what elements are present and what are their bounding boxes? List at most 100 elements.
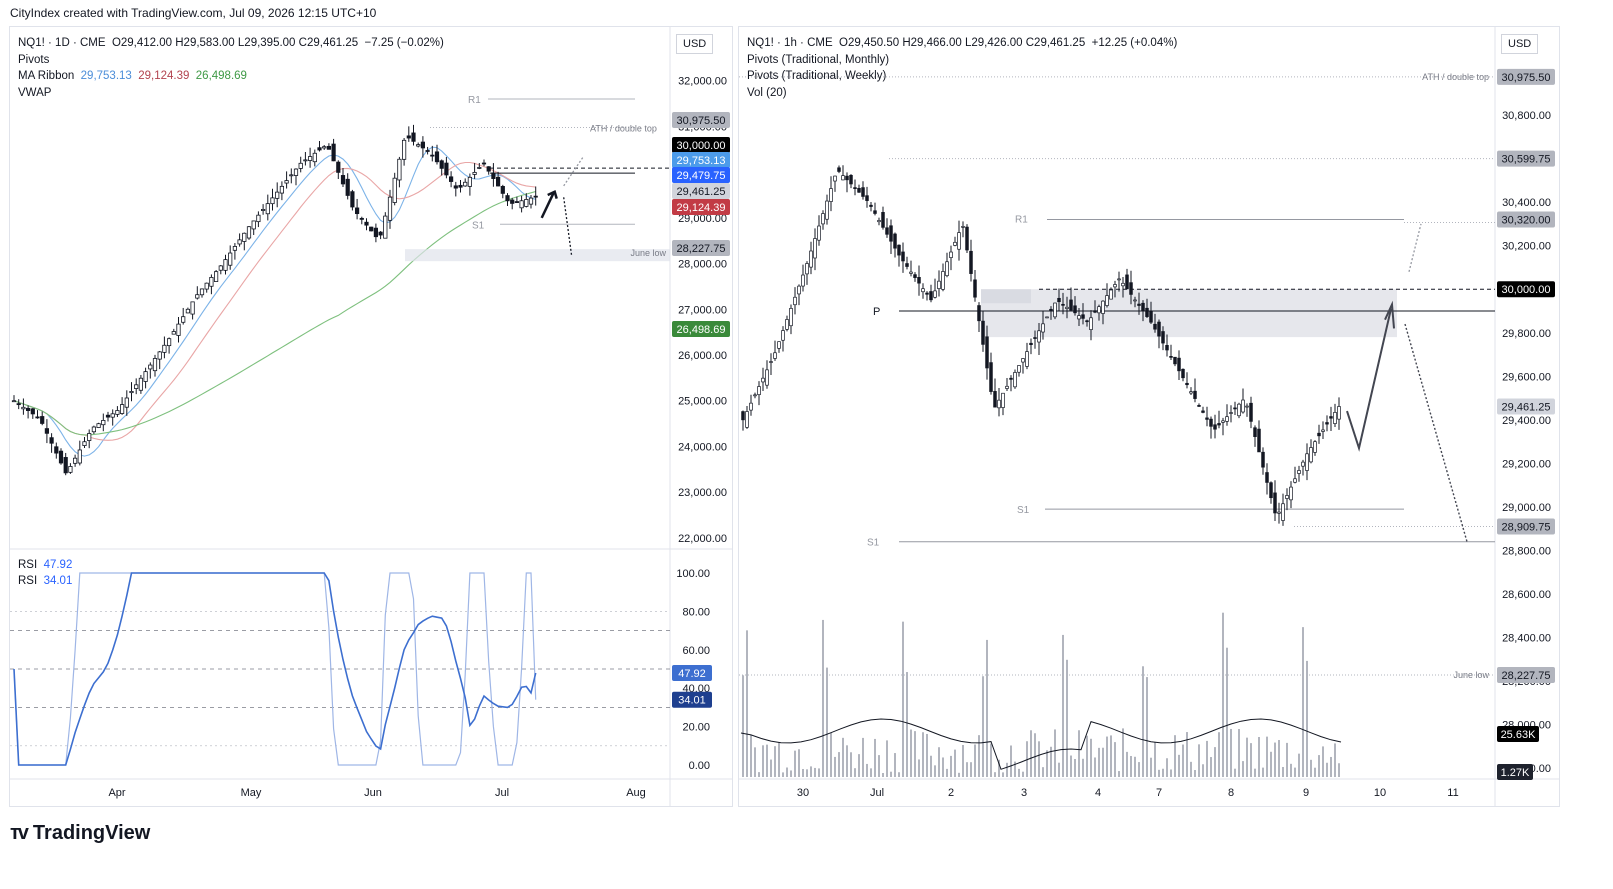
- volume-bar: [1106, 736, 1108, 777]
- ma-ribbon-label[interactable]: MA Ribbon: [18, 70, 75, 82]
- candle-body: [1009, 377, 1013, 380]
- volume-bar: [1234, 768, 1236, 777]
- candle-body: [218, 265, 223, 271]
- volume-bar: [894, 753, 896, 777]
- volume-bar: [1198, 744, 1200, 777]
- candle-body: [120, 404, 125, 414]
- volume-bar: [890, 771, 892, 777]
- pivots-monthly-label[interactable]: Pivots (Traditional, Monthly): [747, 53, 890, 66]
- volume-indicator-label[interactable]: Vol (20): [747, 86, 787, 99]
- daily-chart-svg[interactable]: 32,000.0031,000.0030,000.0029,000.0028,0…: [10, 27, 732, 806]
- time-tick-label: Jun: [364, 787, 382, 799]
- candle-body: [1221, 420, 1225, 423]
- daily-chart-panel[interactable]: 32,000.0031,000.0030,000.0029,000.0028,0…: [9, 26, 733, 807]
- candle-body: [350, 191, 355, 208]
- candle-body: [73, 457, 78, 464]
- price-tag: 29,479.75: [677, 170, 726, 182]
- price-tag: 30,320.00: [1502, 215, 1551, 227]
- hourly-chart-svg[interactable]: 30,800.0030,600.0030,400.0030,200.0030,0…: [739, 27, 1559, 806]
- volume-bar: [1322, 746, 1324, 777]
- volume-bar: [854, 768, 856, 777]
- volume-bar: [938, 747, 940, 777]
- volume-bar: [930, 755, 932, 777]
- hourly-chart-panel[interactable]: 30,800.0030,600.0030,400.0030,200.0030,0…: [738, 26, 1560, 807]
- price-tag: 30,599.75: [1502, 154, 1551, 166]
- candle-body: [905, 263, 909, 267]
- volume-tag-bg: [1497, 764, 1533, 780]
- volume-bar: [1226, 647, 1228, 777]
- volume-bar: [918, 759, 920, 777]
- candle-body: [901, 251, 905, 262]
- candle-body: [148, 364, 153, 370]
- candle-body: [1157, 321, 1161, 337]
- candle-body: [54, 446, 59, 454]
- price-tag: 28,227.75: [1502, 670, 1551, 682]
- volume-bar: [1186, 732, 1188, 777]
- candle-body: [801, 274, 805, 287]
- up-arrow-dotted-grey: [563, 155, 585, 187]
- change-value: −7.25 (−0.02%): [364, 37, 444, 49]
- volume-bar: [826, 667, 828, 777]
- volume-bar: [810, 766, 812, 777]
- price-tick-label: 29,000.00: [1502, 502, 1551, 514]
- volume-bar: [970, 762, 972, 777]
- candle-body: [157, 351, 162, 360]
- candle-body: [1217, 423, 1221, 426]
- candle-body: [1173, 356, 1177, 365]
- volume-bar: [1038, 741, 1040, 777]
- candle-body: [1085, 320, 1089, 323]
- candle-body: [528, 197, 534, 205]
- candle-body: [1165, 345, 1169, 351]
- candle-body: [152, 358, 158, 372]
- price-tag: 28,909.75: [1502, 522, 1551, 534]
- pivots-indicator-label[interactable]: Pivots: [18, 53, 50, 66]
- symbol-label[interactable]: NQ1! · 1D · CME: [18, 37, 106, 49]
- symbol-label[interactable]: NQ1! · 1h · CME: [747, 37, 833, 49]
- candle-body: [981, 320, 985, 345]
- price-tag-bg: [1497, 211, 1555, 228]
- volume-bar: [766, 744, 768, 777]
- volume-bar: [1098, 747, 1100, 777]
- volume-bar: [1254, 768, 1256, 777]
- candle-body: [825, 200, 829, 220]
- volume-bar: [750, 734, 752, 777]
- volume-bar: [1150, 757, 1152, 777]
- volume-bar: [1178, 754, 1180, 777]
- volume-bar: [770, 759, 772, 777]
- volume-bar: [986, 639, 988, 777]
- price-tick-label: 30,200.00: [1502, 241, 1551, 253]
- candle-body: [1209, 418, 1213, 427]
- currency-button[interactable]: USD: [1501, 34, 1539, 54]
- candle-body: [138, 377, 143, 391]
- vwap-indicator-label[interactable]: VWAP: [18, 86, 52, 99]
- volume-bar: [1258, 737, 1260, 777]
- pivots-weekly-label[interactable]: Pivots (Traditional, Weekly): [747, 70, 887, 82]
- candle-body: [1017, 365, 1021, 373]
- candle-body: [1045, 316, 1049, 319]
- rsi-label-1[interactable]: RSI: [18, 559, 38, 571]
- volume-bar: [1082, 758, 1084, 777]
- candle-body: [1049, 308, 1053, 311]
- tradingview-logo[interactable]: ᴛᴠ TradingView: [10, 822, 150, 845]
- volume-bar: [1078, 730, 1080, 777]
- volume-bar: [1190, 761, 1192, 777]
- candle-body: [519, 200, 524, 209]
- price-tag-bg: [672, 112, 730, 128]
- volume-bar: [1194, 770, 1196, 777]
- volume-bar: [1086, 735, 1088, 777]
- candle-body: [477, 167, 482, 169]
- volume-bar: [1094, 757, 1096, 777]
- s1-monthly-label: S1: [867, 538, 880, 549]
- currency-button[interactable]: USD: [676, 34, 714, 54]
- candle-body: [1213, 424, 1217, 430]
- down-arrow-dotted: [563, 197, 573, 257]
- candle-body: [406, 135, 411, 139]
- volume-bar: [878, 755, 880, 777]
- candle-body: [1249, 402, 1253, 422]
- candle-body: [917, 277, 921, 284]
- price-tag: 26,498.69: [677, 324, 726, 336]
- volume-tag: 1.27K: [1501, 767, 1530, 779]
- rsi-label-2[interactable]: RSI: [18, 575, 38, 587]
- up-arrow-head: [547, 190, 558, 200]
- candle-body: [1153, 323, 1157, 330]
